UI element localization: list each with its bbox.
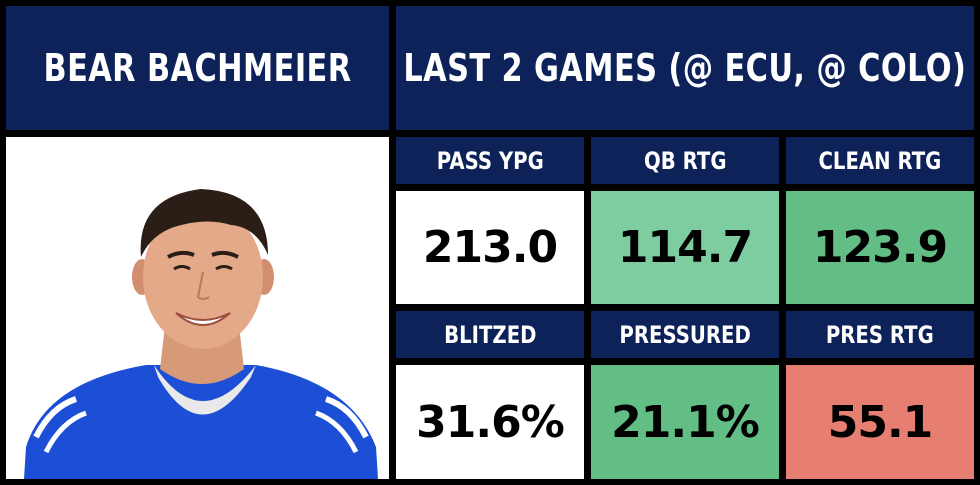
stat-label-blitzed: BLITZED [396,311,584,358]
stat-value-pass-ypg: 213.0 [396,191,584,304]
stat-value-blitzed: 31.6% [396,365,584,479]
stat-value-clean-rtg: 123.9 [786,191,974,304]
split-title-header: LAST 2 GAMES (@ ECU, @ COLO) [396,6,974,130]
stat-label-qb-rtg: QB RTG [591,137,779,184]
stat-label-pass-ypg: PASS YPG [396,137,584,184]
stat-value-qb-rtg: 114.7 [591,191,779,304]
player-portrait-image [24,189,378,479]
stat-label-pressured: PRESSURED [591,311,779,358]
player-photo [6,137,389,479]
stat-label-pres-rtg: PRES RTG [786,311,974,358]
player-name-header: BEAR BACHMEIER [6,6,389,130]
stat-label-clean-rtg: CLEAN RTG [786,137,974,184]
player-name: BEAR BACHMEIER [43,46,352,90]
stat-value-pressured: 21.1% [591,365,779,479]
stat-value-pres-rtg: 55.1 [786,365,974,479]
split-title: LAST 2 GAMES (@ ECU, @ COLO) [403,46,967,90]
